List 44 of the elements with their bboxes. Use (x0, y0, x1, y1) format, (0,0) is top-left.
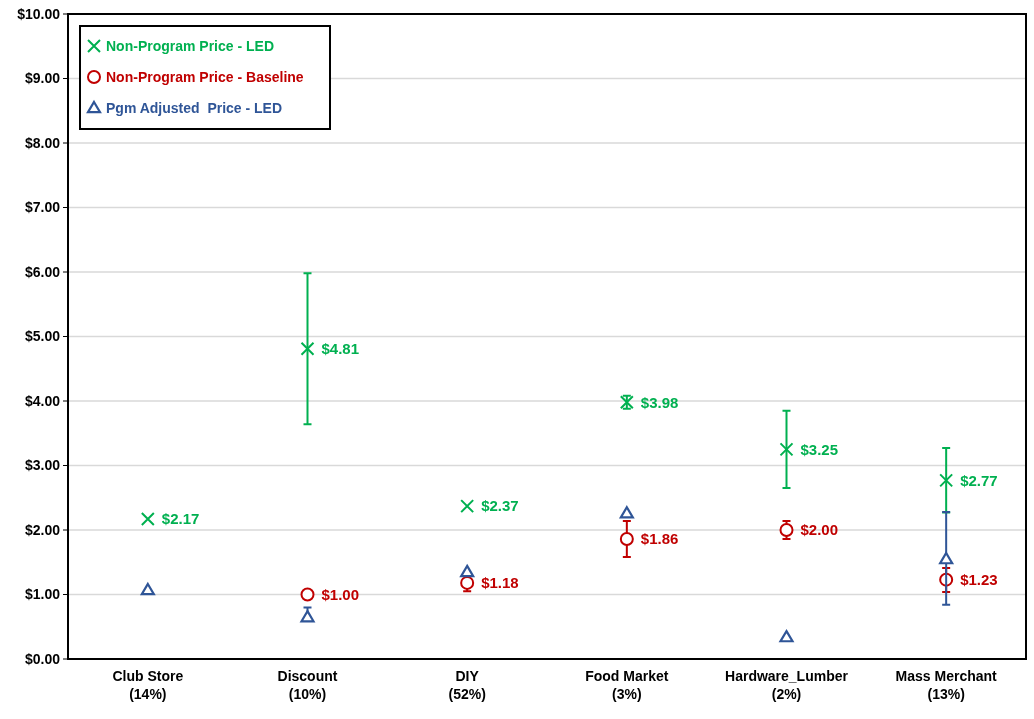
y-tick-label: $0.00 (24, 650, 61, 667)
data-label: $2.17 (161, 510, 200, 528)
data-label: $1.86 (640, 530, 679, 548)
data-label: $4.81 (321, 340, 360, 358)
point (779, 442, 794, 457)
x-tick-label: Discount (10%) (277, 668, 338, 702)
y-tick-label: $5.00 (24, 328, 61, 345)
point (939, 473, 954, 488)
point (619, 532, 634, 547)
point (460, 564, 475, 578)
x-tick-label: Food Market (3%) (585, 668, 669, 702)
y-tick-label: $9.00 (24, 70, 61, 87)
data-label: $3.98 (640, 393, 679, 411)
y-tick-label: $3.00 (24, 457, 61, 474)
data-label: $2.77 (960, 471, 998, 489)
x-tick-label: DIY (52%) (448, 668, 486, 702)
legend-label: Non-Program Price - LED (106, 37, 275, 54)
x-tick-label: Club Store (14%) (112, 668, 184, 702)
x-tick-label: Mass Merchant (13%) (895, 668, 998, 702)
point (300, 587, 315, 602)
x-tick-label: Hardware_Lumber (2%) (725, 668, 849, 702)
data-label: $1.00 (321, 585, 360, 603)
data-label: $2.37 (481, 497, 519, 515)
data-label: $3.25 (800, 440, 839, 458)
data-label: $1.23 (960, 570, 998, 588)
data-label: $2.00 (800, 521, 839, 539)
point (619, 506, 634, 519)
y-tick-label: $1.00 (24, 586, 61, 603)
y-tick-label: $6.00 (24, 263, 61, 280)
y-tick-label: $10.00 (17, 5, 61, 22)
point (140, 582, 155, 596)
legend-label: Non-Program Price - Baseline (106, 68, 304, 85)
point (779, 523, 794, 537)
point (779, 629, 794, 643)
point (140, 512, 155, 527)
y-tick-label: $7.00 (24, 199, 61, 216)
point (460, 499, 475, 514)
data-label: $1.18 (481, 574, 519, 592)
y-tick-label: $4.00 (24, 392, 61, 409)
legend-label: Pgm Adjusted Price - LED (106, 99, 283, 116)
point (300, 341, 315, 356)
point (939, 551, 954, 565)
y-tick-label: $8.00 (24, 134, 61, 151)
y-tick-label: $2.00 (24, 521, 61, 538)
